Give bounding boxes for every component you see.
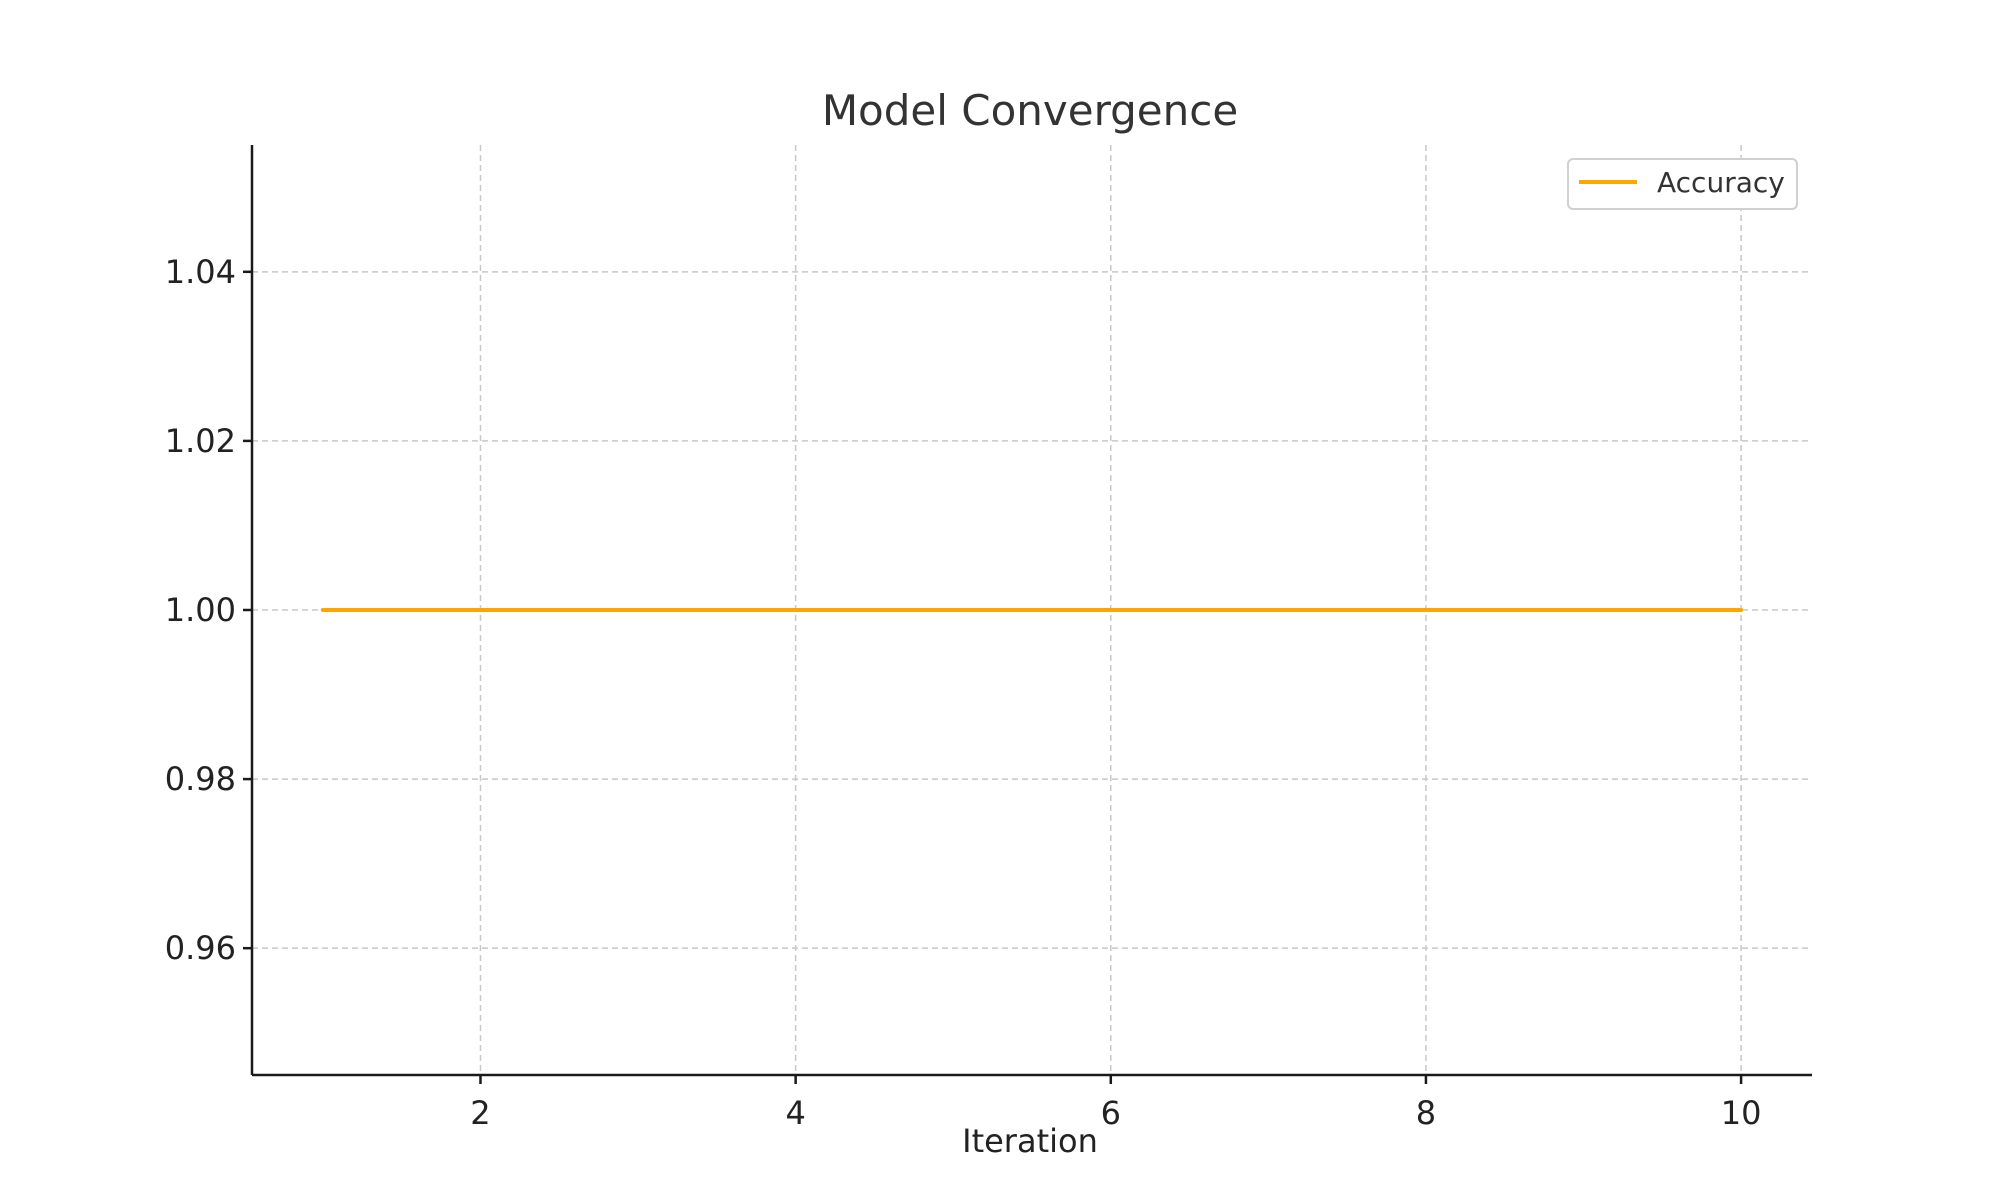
chart-title: Model Convergence <box>822 86 1238 135</box>
legend-box <box>1567 158 1798 210</box>
x-axis-label: Iteration <box>962 1122 1098 1160</box>
y-axis-ticks: 0.96 0.98 1.00 1.02 1.04 <box>165 253 252 967</box>
y-tick-label: 1.00 <box>165 591 236 629</box>
x-tick-label: 6 <box>1101 1094 1121 1132</box>
x-tick-label: 8 <box>1416 1094 1436 1132</box>
y-tick-label: 1.02 <box>165 422 236 460</box>
x-tick-label: 10 <box>1721 1094 1762 1132</box>
legend-label-accuracy: Accuracy <box>1657 166 1785 199</box>
y-tick-label: 1.04 <box>165 253 236 291</box>
x-tick-label: 2 <box>470 1094 490 1132</box>
y-tick-label: 0.98 <box>165 760 236 798</box>
y-tick-label: 0.96 <box>165 929 236 967</box>
x-axis-ticks: 2 4 6 8 10 <box>470 1075 1761 1132</box>
legend: Accuracy <box>1567 158 1798 210</box>
x-tick-label: 4 <box>785 1094 805 1132</box>
